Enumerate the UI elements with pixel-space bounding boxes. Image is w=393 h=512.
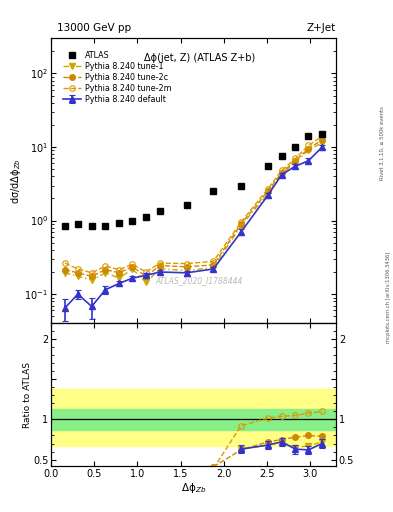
Pythia 8.240 tune-2c <box>184 264 189 270</box>
Pythia 8.240 tune-2c <box>265 188 270 195</box>
Pythia 8.240 tune-2m <box>89 270 94 276</box>
Pythia 8.240 tune-2m <box>265 186 270 192</box>
ATLAS <box>75 221 80 227</box>
Pythia 8.240 tune-2c <box>320 137 325 143</box>
ATLAS <box>320 131 325 137</box>
Pythia 8.240 tune-2c <box>158 263 162 269</box>
ATLAS <box>184 202 189 208</box>
Line: Pythia 8.240 tune-2c: Pythia 8.240 tune-2c <box>62 137 325 279</box>
Pythia 8.240 tune-1 <box>130 266 135 272</box>
Text: 13000 GeV pp: 13000 GeV pp <box>57 23 131 33</box>
Pythia 8.240 tune-2c <box>130 264 135 270</box>
ATLAS <box>211 188 216 195</box>
Y-axis label: Ratio to ATLAS: Ratio to ATLAS <box>22 361 31 428</box>
Pythia 8.240 tune-2m <box>130 261 135 267</box>
Text: Δϕ(jet, Z) (ATLAS Z+b): Δϕ(jet, Z) (ATLAS Z+b) <box>143 53 255 62</box>
Pythia 8.240 tune-1 <box>279 171 284 177</box>
Pythia 8.240 tune-1 <box>320 139 325 145</box>
Line: ATLAS: ATLAS <box>62 131 325 229</box>
Pythia 8.240 tune-1 <box>62 270 67 276</box>
ATLAS <box>130 218 135 224</box>
ATLAS <box>265 163 270 169</box>
ATLAS <box>103 223 108 229</box>
Line: Pythia 8.240 tune-2m: Pythia 8.240 tune-2m <box>62 134 325 275</box>
Pythia 8.240 tune-1 <box>158 266 162 272</box>
Line: Pythia 8.240 tune-1: Pythia 8.240 tune-1 <box>62 140 325 285</box>
Pythia 8.240 tune-1 <box>211 265 216 271</box>
Text: Rivet 3.1.10, ≥ 500k events: Rivet 3.1.10, ≥ 500k events <box>380 106 384 180</box>
Pythia 8.240 tune-2m <box>144 269 149 275</box>
Text: Z+Jet: Z+Jet <box>307 23 336 33</box>
Pythia 8.240 tune-1 <box>144 279 149 285</box>
Pythia 8.240 tune-2c <box>62 267 67 273</box>
Legend: ATLAS, Pythia 8.240 tune-1, Pythia 8.240 tune-2c, Pythia 8.240 tune-2m, Pythia 8: ATLAS, Pythia 8.240 tune-1, Pythia 8.240… <box>61 48 174 106</box>
ATLAS <box>117 220 122 226</box>
ATLAS <box>62 223 67 229</box>
Pythia 8.240 tune-2m <box>306 142 311 148</box>
Bar <box>51 409 336 430</box>
Pythia 8.240 tune-2m <box>103 263 108 269</box>
Pythia 8.240 tune-1 <box>184 267 189 273</box>
Pythia 8.240 tune-1 <box>306 147 311 154</box>
Pythia 8.240 tune-2m <box>239 219 243 225</box>
Pythia 8.240 tune-2c <box>211 262 216 268</box>
Pythia 8.240 tune-1 <box>75 273 80 280</box>
ATLAS <box>306 133 311 139</box>
Y-axis label: dσ/dΔϕ$_{Zb}$: dσ/dΔϕ$_{Zb}$ <box>9 158 23 204</box>
Pythia 8.240 tune-2c <box>279 169 284 176</box>
Pythia 8.240 tune-2m <box>158 260 162 266</box>
Pythia 8.240 tune-1 <box>103 270 108 276</box>
ATLAS <box>89 223 94 229</box>
ATLAS <box>239 182 243 188</box>
ATLAS <box>158 208 162 214</box>
Pythia 8.240 tune-1 <box>293 159 298 165</box>
Pythia 8.240 tune-1 <box>265 191 270 197</box>
Pythia 8.240 tune-2c <box>144 273 149 280</box>
ATLAS <box>279 153 284 159</box>
Pythia 8.240 tune-2m <box>117 267 122 273</box>
Pythia 8.240 tune-2m <box>62 260 67 266</box>
Pythia 8.240 tune-2c <box>103 267 108 273</box>
Pythia 8.240 tune-2m <box>293 155 298 161</box>
Text: mcplots.cern.ch [arXiv:1306.3436]: mcplots.cern.ch [arXiv:1306.3436] <box>386 251 391 343</box>
Pythia 8.240 tune-2m <box>211 258 216 264</box>
Pythia 8.240 tune-2c <box>75 270 80 276</box>
Pythia 8.240 tune-2c <box>117 270 122 276</box>
Bar <box>51 389 336 446</box>
Pythia 8.240 tune-2c <box>306 145 311 152</box>
ATLAS <box>293 144 298 150</box>
X-axis label: Δϕ$_{Zb}$: Δϕ$_{Zb}$ <box>181 481 206 496</box>
Pythia 8.240 tune-2m <box>75 266 80 272</box>
Pythia 8.240 tune-1 <box>239 223 243 229</box>
Pythia 8.240 tune-2m <box>320 133 325 139</box>
Pythia 8.240 tune-1 <box>89 277 94 283</box>
Pythia 8.240 tune-2c <box>239 221 243 227</box>
Pythia 8.240 tune-1 <box>117 275 122 281</box>
ATLAS <box>144 214 149 220</box>
Pythia 8.240 tune-2c <box>293 158 298 164</box>
Text: ATLAS_2020_I1788444: ATLAS_2020_I1788444 <box>156 276 243 285</box>
Pythia 8.240 tune-2c <box>89 273 94 280</box>
Pythia 8.240 tune-2m <box>184 261 189 267</box>
Pythia 8.240 tune-2m <box>279 167 284 174</box>
